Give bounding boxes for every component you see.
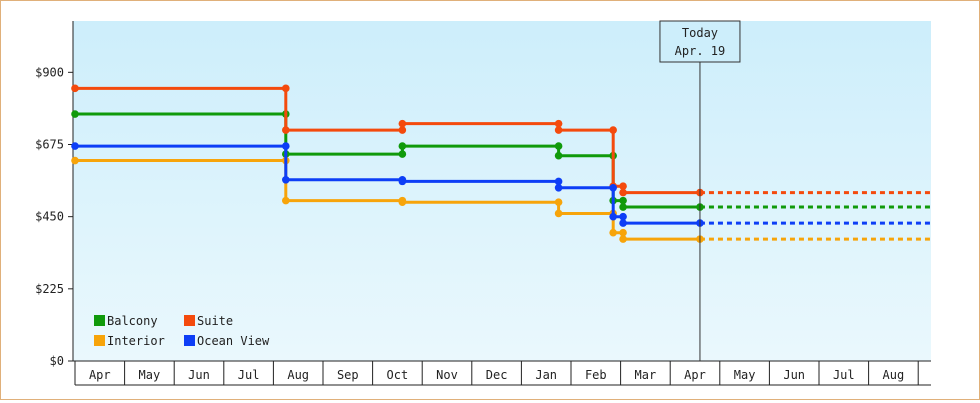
x-tick-label: Oct [387, 368, 409, 382]
x-tick-label: Nov [436, 368, 458, 382]
x-tick-label: Dec [486, 368, 508, 382]
today-label: Today [682, 26, 718, 40]
legend: Balcony Suite Interior Ocean View [94, 314, 270, 348]
data-point [609, 183, 617, 192]
data-point [71, 142, 79, 150]
data-point [554, 151, 563, 160]
x-tick-label: Aug [883, 368, 905, 382]
data-point [282, 175, 290, 184]
data-point [619, 212, 627, 221]
data-point [282, 126, 290, 134]
legend-swatch [94, 335, 105, 346]
y-tick-label: $225 [35, 282, 64, 296]
x-tick-label: Feb [585, 368, 607, 382]
legend-swatch [94, 315, 105, 326]
data-point [398, 126, 407, 134]
data-point [554, 198, 563, 207]
data-point [71, 84, 79, 93]
data-point [398, 119, 407, 128]
y-tick-label: $0 [50, 354, 64, 368]
data-point [619, 228, 627, 237]
today-marker: Today Apr. 19 [659, 20, 741, 361]
data-point [282, 142, 290, 150]
data-point [619, 188, 627, 197]
data-point [398, 150, 407, 158]
legend-label: Interior [107, 334, 165, 348]
data-point [282, 84, 290, 93]
x-tick-label: Apr [684, 368, 706, 382]
data-point [619, 219, 627, 227]
today-date: Apr. 19 [675, 44, 726, 58]
data-point [554, 209, 563, 218]
data-point [71, 156, 79, 165]
y-tick-label: $675 [35, 137, 64, 151]
data-point [398, 142, 407, 150]
y-tick-label: $900 [35, 65, 64, 79]
legend-swatch [184, 335, 195, 346]
series-ocean-view [71, 142, 934, 227]
data-point [554, 142, 563, 150]
series-layer [71, 84, 934, 243]
y-tick-label: $450 [35, 210, 64, 224]
x-tick-label: Jun [783, 368, 805, 382]
y-axis: $0 $225 $450 $675 $900 [35, 21, 74, 368]
plot-background [73, 21, 931, 361]
x-tick-label: Sep [337, 368, 359, 382]
data-point [398, 198, 407, 207]
legend-swatch [184, 315, 195, 326]
legend-label: Ocean View [197, 334, 270, 348]
legend-label: Suite [197, 314, 233, 328]
data-point [398, 177, 407, 186]
data-point [609, 228, 617, 237]
data-point [554, 119, 563, 128]
data-point [71, 110, 79, 118]
x-tick-label: Aug [287, 368, 309, 382]
x-tick-label: Jul [833, 368, 855, 382]
data-point [619, 235, 627, 243]
x-tick-label: May [139, 368, 161, 382]
today-box [659, 20, 741, 63]
series-suite [71, 84, 934, 197]
x-tick-label: Jan [535, 368, 557, 382]
x-tick-label: Apr [89, 368, 111, 382]
data-point [609, 212, 617, 221]
x-axis: Apr May Jun Jul Aug Sep Oct Nov Dec Jan Feb Mar Apr M… [73, 360, 931, 386]
x-tick-label: Jun [188, 368, 210, 382]
data-point [609, 126, 617, 134]
data-point [554, 177, 563, 186]
x-tick-label: May [734, 368, 756, 382]
data-point [619, 196, 627, 205]
x-tick-label: Mar [635, 368, 657, 382]
x-tick-label: Jul [238, 368, 260, 382]
data-point [619, 182, 627, 190]
series-interior [71, 156, 934, 243]
data-point [554, 183, 563, 192]
legend-label: Balcony [107, 314, 158, 328]
data-point [554, 126, 563, 134]
data-point [619, 203, 627, 211]
data-point [282, 196, 290, 205]
